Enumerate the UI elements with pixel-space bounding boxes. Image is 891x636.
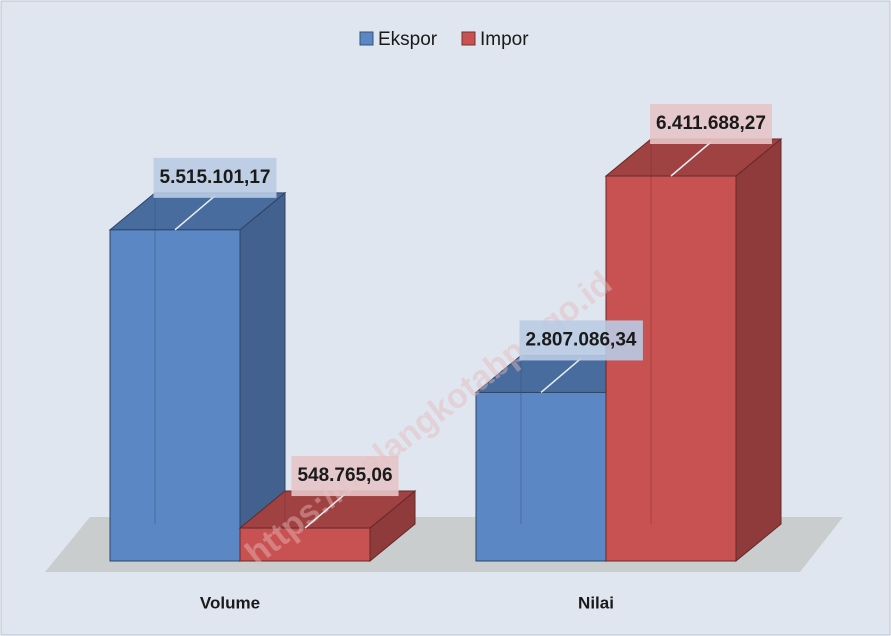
value-label-box — [291, 456, 399, 497]
bar-front — [109, 229, 241, 562]
value-label-box — [650, 104, 772, 144]
value-label: 548.765,06 — [297, 465, 392, 486]
legend-swatch — [461, 31, 476, 46]
leader-line — [174, 195, 216, 231]
value-label: 2.807.086,34 — [526, 329, 637, 350]
bar — [604, 137, 783, 563]
value-label-box — [153, 157, 277, 198]
legend-swatch — [359, 31, 374, 46]
x-tick-label: Volume — [200, 593, 260, 612]
bar-front — [605, 175, 737, 562]
legend-label: Ekspor — [378, 29, 438, 50]
value-label: 5.515.101,17 — [160, 167, 271, 188]
value-label: 6.411.688,27 — [656, 113, 766, 134]
value-label-box — [519, 320, 643, 361]
leader-line — [304, 493, 346, 529]
bar-front — [475, 391, 607, 562]
leader-line — [540, 357, 582, 394]
bar-front — [239, 527, 371, 562]
x-tick-label: Nilai — [578, 593, 614, 612]
leader-line — [670, 141, 712, 177]
legend-label: Impor — [480, 29, 529, 50]
bar — [108, 191, 287, 563]
bar-side — [735, 137, 782, 563]
